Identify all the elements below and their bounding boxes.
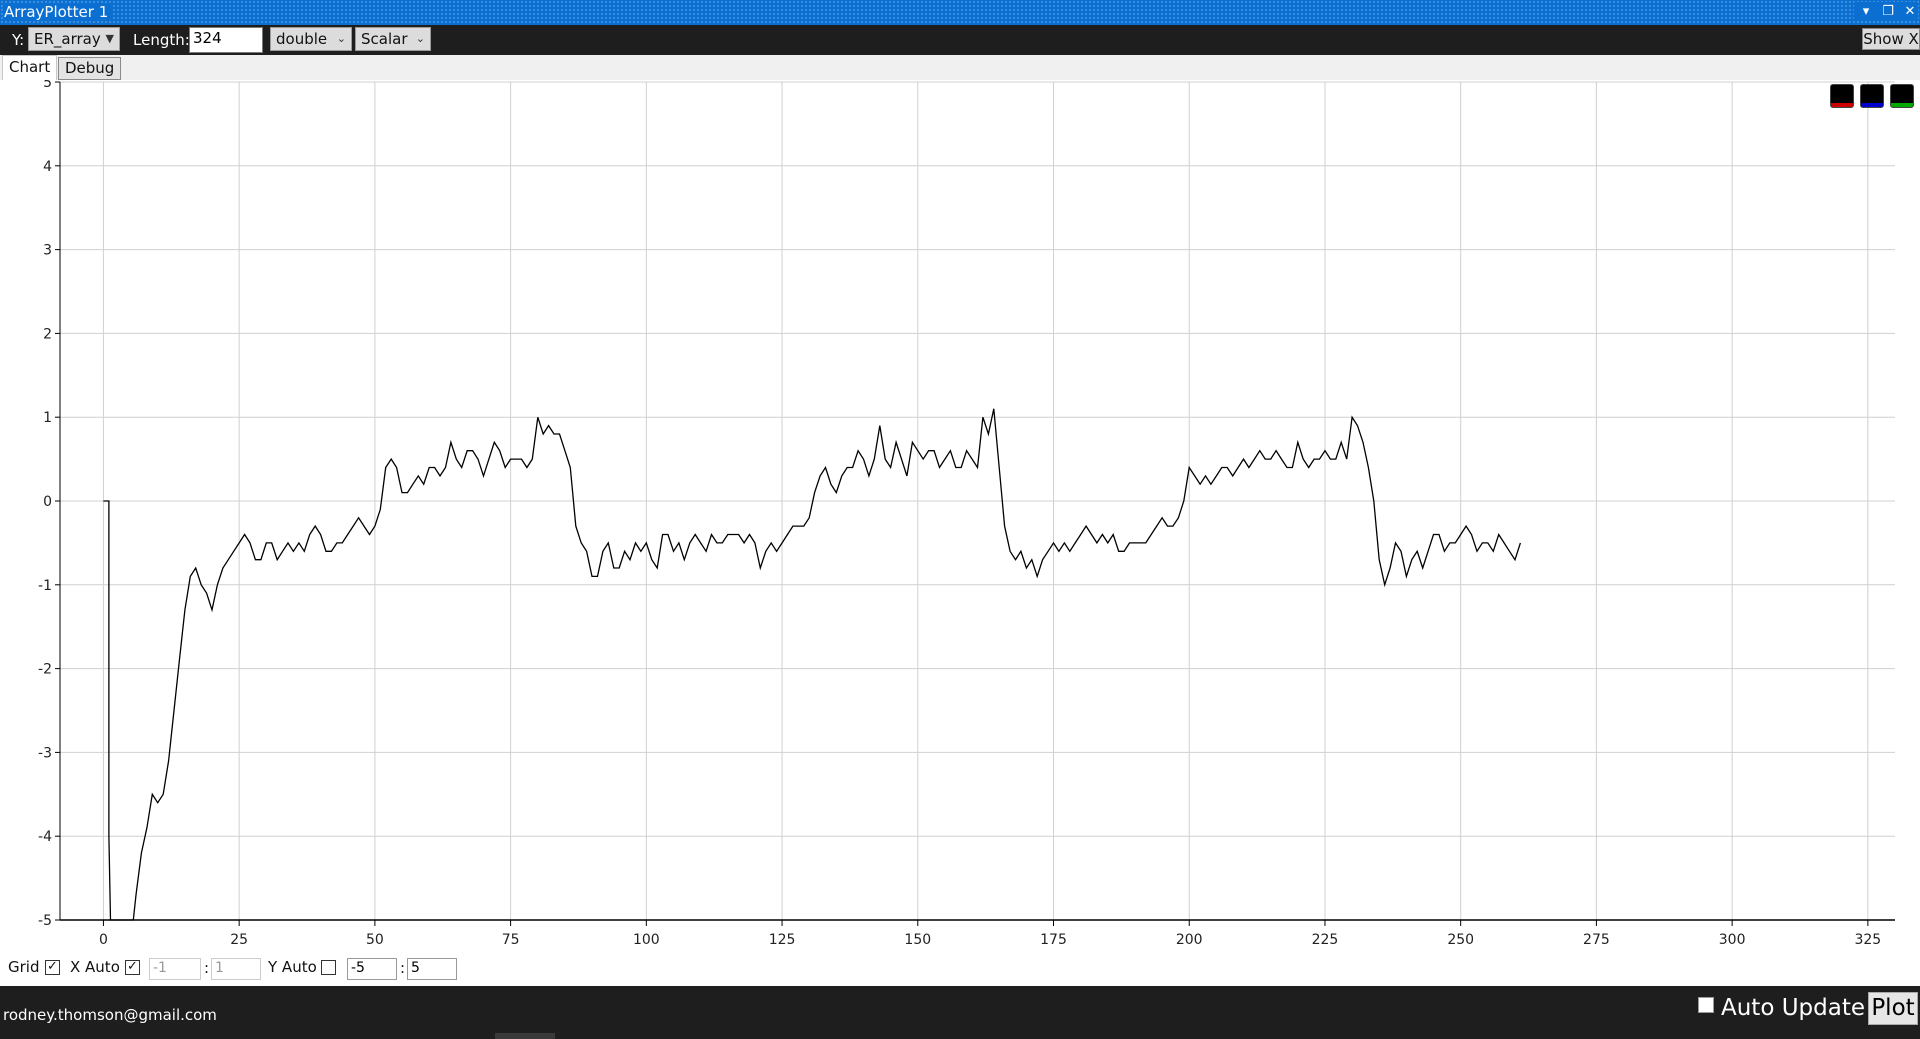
x-range-separator: : [204, 959, 210, 977]
x-tick-label: 50 [366, 932, 384, 948]
show-x-button[interactable]: Show X [1862, 28, 1920, 50]
y-auto-label: Y Auto [268, 958, 317, 976]
window-title: ArrayPlotter 1 [4, 3, 113, 21]
chart-panel: 0 25 50 75 100 125 150 175 200 225 250 275 300 325 -5-… [0, 80, 1920, 986]
x-tick-label: 225 [1312, 932, 1339, 948]
horizontal-scrollbar-thumb[interactable] [495, 1033, 555, 1039]
x-auto-label: X Auto [70, 958, 120, 976]
x-min-input[interactable]: -1 [149, 958, 201, 980]
x-tick-label: 175 [1040, 932, 1067, 948]
y-tick-label: -5 [38, 913, 52, 929]
title-bar: ArrayPlotter 1 ▾ ❐ ✕ [0, 0, 1920, 25]
x-tick-label: 275 [1583, 932, 1610, 948]
length-input[interactable]: 324 [189, 27, 263, 53]
restore-icon[interactable]: ❐ [1882, 3, 1894, 19]
green-series-swatch[interactable] [1890, 84, 1914, 108]
tab-chart[interactable]: Chart [2, 55, 58, 80]
chevron-down-icon: ⌄ [336, 32, 346, 45]
grid-label: Grid [8, 958, 40, 976]
x-tick-label: 300 [1719, 932, 1746, 948]
y-label: Y: [12, 31, 25, 49]
blue-series-swatch[interactable] [1860, 84, 1884, 108]
mode-value: Scalar [361, 30, 408, 48]
type-value: double [276, 30, 328, 48]
swatch-color-bar [1861, 103, 1883, 107]
x-tick-label: 250 [1447, 932, 1474, 948]
author-email: rodney.thomson@gmail.com [3, 1006, 217, 1024]
x-tick-label: 125 [769, 932, 796, 948]
mode-select[interactable]: Scalar ⌄ [355, 27, 431, 51]
y-tick-label: -3 [38, 745, 52, 761]
y-tick-label: 1 [43, 410, 52, 426]
y-tick-label: 3 [43, 243, 52, 259]
window-controls: ▾ ❐ ✕ [1854, 2, 1918, 20]
swatch-color-bar [1831, 103, 1853, 107]
series-line [103, 408, 1522, 921]
close-icon[interactable]: ✕ [1904, 3, 1916, 19]
auto-update-label: Auto Update [1721, 995, 1866, 1021]
y-tick-label: 5 [43, 80, 52, 91]
y-array-value: ER_array [34, 30, 101, 48]
type-select[interactable]: double ⌄ [270, 27, 352, 51]
y-array-select[interactable]: ER_array ▼ [28, 27, 120, 51]
series-swatches [1830, 84, 1914, 108]
y-tick-label: 0 [43, 494, 52, 510]
x-tick-label: 75 [502, 932, 520, 948]
y-tick-label: 2 [43, 326, 52, 342]
swatch-color-bar [1891, 103, 1913, 107]
y-tick-label: -1 [38, 578, 52, 594]
auto-update-checkbox[interactable] [1698, 997, 1714, 1013]
y-max-input[interactable]: 5 [407, 958, 457, 980]
x-tick-label: 200 [1176, 932, 1203, 948]
y-tick-label: -2 [38, 662, 52, 678]
status-bar: rodney.thomson@gmail.com Auto Update Plo… [0, 986, 1920, 1039]
x-max-input[interactable]: 1 [211, 958, 261, 980]
x-tick-label: 100 [633, 932, 660, 948]
x-tick-label: 150 [904, 932, 931, 948]
toolbar: Y: ER_array ▼ Length: 324 double ⌄ Scala… [0, 25, 1920, 55]
x-tick-label: 25 [230, 932, 248, 948]
y-auto-checkbox[interactable] [321, 960, 336, 975]
chevron-down-icon: ⌄ [415, 32, 425, 45]
length-label: Length: [133, 31, 190, 49]
x-tick-label: 325 [1854, 932, 1881, 948]
line-chart[interactable]: 0 25 50 75 100 125 150 175 200 225 250 275 300 325-5-… [0, 80, 1920, 986]
x-auto-checkbox[interactable]: ✓ [125, 960, 140, 975]
y-range-separator: : [400, 959, 406, 977]
plot-button[interactable]: Plot [1868, 992, 1918, 1025]
y-tick-label: 4 [43, 159, 52, 175]
y-min-input[interactable]: -5 [347, 958, 397, 980]
x-tick-label: 0 [99, 932, 108, 948]
tab-strip: Chart Debug [0, 55, 1920, 80]
chevron-down-icon: ▼ [105, 32, 114, 45]
grid-checkbox[interactable]: ✓ [45, 960, 60, 975]
tab-debug[interactable]: Debug [58, 57, 122, 80]
red-series-swatch[interactable] [1830, 84, 1854, 108]
y-tick-label: -4 [38, 829, 52, 845]
chevron-down-icon[interactable]: ▾ [1862, 3, 1870, 19]
